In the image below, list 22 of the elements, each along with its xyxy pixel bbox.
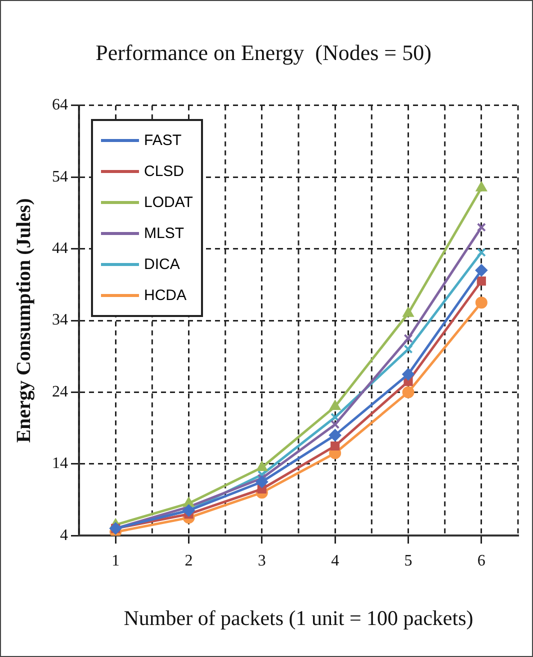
legend-label: CLSD <box>144 163 184 180</box>
y-tick-label: 34 <box>52 312 68 329</box>
y-tick-label: 54 <box>52 168 68 186</box>
x-tick-label: 4 <box>331 552 340 570</box>
x-axis-title: Number of packets (1 unit = 100 packets) <box>124 606 474 630</box>
x-tick-label: 1 <box>112 552 120 570</box>
legend-label: DICA <box>144 256 180 274</box>
legend-label: MLST <box>144 225 184 242</box>
x-tick-label: 6 <box>477 552 486 570</box>
y-tick-label: 44 <box>52 240 68 258</box>
legend-label: HCDA <box>144 287 187 304</box>
x-tick-label: 5 <box>404 552 412 570</box>
y-tick-label: 14 <box>52 455 68 472</box>
legend-label: LODAT <box>144 194 193 212</box>
y-axis-title: Energy Consumption (Jules) <box>13 198 36 443</box>
y-tick-label: 64 <box>52 96 68 114</box>
y-tick-label: 24 <box>52 383 68 400</box>
legend-label: FAST <box>144 132 182 150</box>
chart-title: Performance on Energy (Nodes = 50) <box>96 40 432 65</box>
x-tick-label: 3 <box>258 552 266 570</box>
x-tick-label: 2 <box>184 552 193 570</box>
y-tick-label: 4 <box>60 526 68 544</box>
